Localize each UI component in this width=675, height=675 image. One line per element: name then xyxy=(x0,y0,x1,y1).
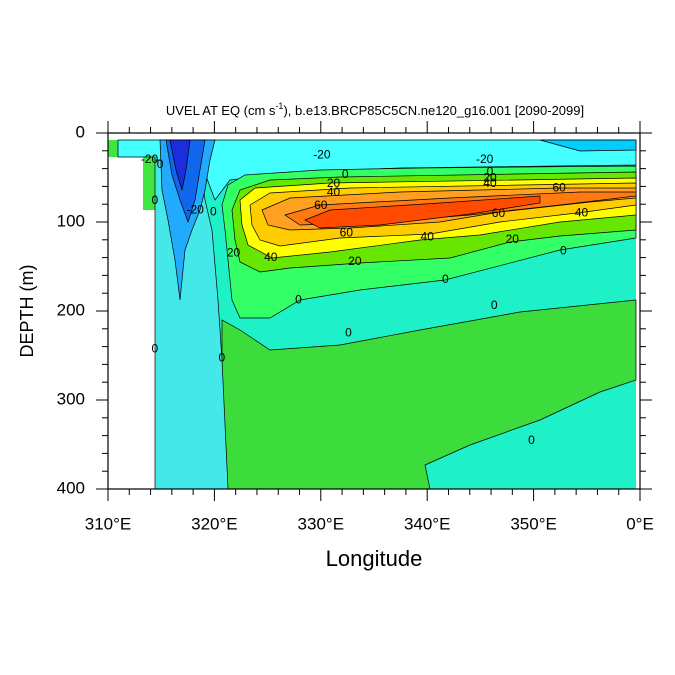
y-tick-label: 300 xyxy=(57,389,85,408)
contour-label: 40 xyxy=(327,185,341,199)
chart-title: UVEL AT EQ (cm s-1), b.e13.BRCP85C5CN.ne… xyxy=(166,101,584,118)
contour-label: -20 xyxy=(476,152,494,166)
contour-label: 0 xyxy=(345,325,352,339)
x-tick-label: 340°E xyxy=(404,514,451,533)
contour-label: 0 xyxy=(342,167,349,181)
contour-label: 0 xyxy=(157,157,164,171)
contour-label: 20 xyxy=(483,171,497,185)
x-tick-label: 320°E xyxy=(191,514,238,533)
contour-label: 0 xyxy=(219,350,226,364)
contour-label: 0 xyxy=(151,193,158,207)
title-text: ), b.e13.BRCP85C5CN.ne120_g16.001 [2090-… xyxy=(283,103,584,118)
contour-label: 40 xyxy=(421,229,435,243)
contour-label: 20 xyxy=(227,245,241,259)
y-tick-label: 400 xyxy=(57,478,85,497)
contour-label: 0 xyxy=(442,272,449,286)
contour-label: 40 xyxy=(575,205,589,219)
fill-region xyxy=(221,299,637,490)
contour-label: 40 xyxy=(483,176,497,190)
y-tick-label: 200 xyxy=(57,300,85,319)
contour-label: 60 xyxy=(314,198,328,212)
contour-fills xyxy=(108,139,637,490)
y-tick-label: 0 xyxy=(76,122,85,141)
fill-region xyxy=(539,139,637,152)
x-tick-label: 350°E xyxy=(510,514,557,533)
contour-label: 60 xyxy=(552,180,566,194)
title-text: UVEL AT EQ (cm s xyxy=(166,103,276,118)
contour-label: 0 xyxy=(560,244,567,258)
contour-label: 0 xyxy=(210,204,217,218)
y-axis-label: DEPTH (m) xyxy=(17,265,37,358)
contour-label: 0 xyxy=(487,164,494,178)
title-superscript: -1 xyxy=(275,101,283,111)
contour-label: 0 xyxy=(295,292,302,306)
contour-label: 40 xyxy=(264,250,278,264)
fill-region xyxy=(169,139,191,191)
contour-label: -20 xyxy=(141,152,159,166)
x-tick-label: 330°E xyxy=(298,514,345,533)
fill-region xyxy=(304,195,541,229)
contour-label: 60 xyxy=(492,206,506,220)
contour-label: 0 xyxy=(151,341,158,355)
contour-label: 0 xyxy=(491,298,498,312)
fill-region xyxy=(117,139,637,201)
contour-label: 60 xyxy=(340,226,354,240)
y-tick-label: 100 xyxy=(57,211,85,230)
contour-label: 20 xyxy=(327,176,341,190)
x-tick-label: 0°E xyxy=(626,514,654,533)
contour-label: 20 xyxy=(506,232,520,246)
fill-region xyxy=(108,140,118,157)
contour-label: -20 xyxy=(187,203,205,217)
contour-label: 20 xyxy=(348,254,362,268)
x-tick-label: 310°E xyxy=(85,514,132,533)
fill-region xyxy=(143,157,155,210)
contour-label: -20 xyxy=(313,147,331,161)
contour-label: 0 xyxy=(528,433,535,447)
x-axis-label: Longitude xyxy=(326,546,423,571)
